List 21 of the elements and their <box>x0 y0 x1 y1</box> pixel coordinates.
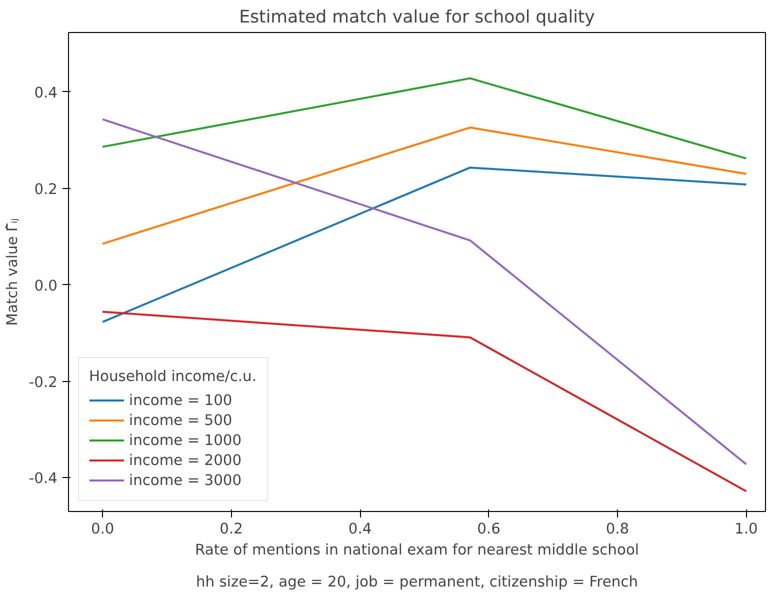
chart-title: Estimated match value for school quality <box>239 8 595 28</box>
legend-label: income = 1000 <box>129 432 242 448</box>
x-axis-title: Rate of mentions in national exam for nearest middle school <box>195 542 639 558</box>
legend-label: income = 500 <box>129 412 232 428</box>
y-tick-label: 0.4 <box>34 84 58 102</box>
x-tick-label: 0.2 <box>220 520 243 538</box>
y-tick-label: -0.4 <box>28 470 58 488</box>
y-axis-title: Match value Γ̂ᵢⱼ <box>4 218 21 326</box>
text: hh size=2, age = 20, job = permanent, citizenship = French <box>196 574 638 590</box>
legend-label: income = 100 <box>129 392 232 408</box>
y-tick-label: 0.2 <box>34 180 58 198</box>
x-tick-label: 0.0 <box>90 520 114 538</box>
x-tick-label: 0.8 <box>606 520 630 538</box>
legend-title: Household income/c.u. <box>89 368 257 385</box>
legend-label: income = 3000 <box>129 472 242 488</box>
x-tick-label: 0.6 <box>477 520 500 538</box>
y-tick-label: 0.0 <box>34 277 58 294</box>
legend-label: income = 2000 <box>129 452 242 468</box>
x-tick-label: 1.0 <box>734 520 758 538</box>
y-tick-label: -0.2 <box>28 374 58 391</box>
x-tick-label: 0.4 <box>348 520 372 538</box>
